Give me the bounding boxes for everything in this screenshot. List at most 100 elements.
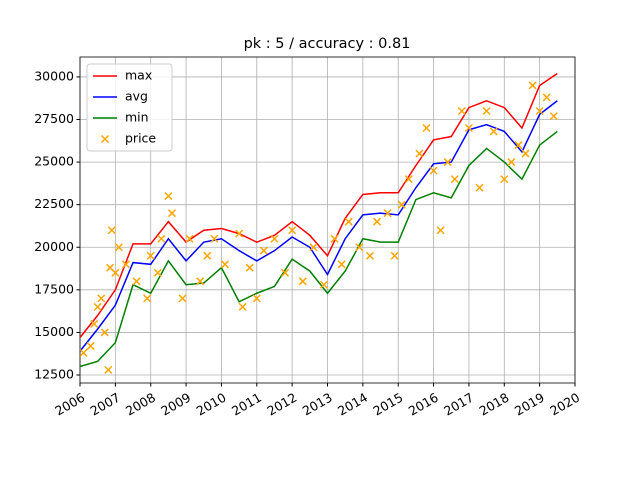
scatter-marker — [167, 209, 176, 218]
series-line — [79, 72, 558, 338]
y-tick-label: 25000 — [34, 154, 74, 169]
scatter-marker — [535, 106, 544, 116]
legend-label: price — [125, 131, 156, 146]
scatter-marker — [372, 217, 382, 226]
scatter-marker — [489, 127, 498, 136]
scatter-marker — [422, 123, 431, 133]
scatter-marker — [86, 342, 95, 351]
scatter-marker — [111, 268, 120, 277]
scatter-marker — [507, 158, 516, 167]
x-tick-label: 2019 — [512, 390, 547, 419]
scatter-marker — [107, 226, 116, 235]
scatter-marker — [178, 294, 187, 303]
scatter-marker — [79, 348, 88, 357]
scatter-marker — [245, 263, 254, 272]
scatter-marker — [443, 158, 452, 167]
scatter-marker — [482, 106, 491, 116]
x-tick-label: 2013 — [300, 390, 335, 419]
x-tick-label: 2016 — [406, 390, 441, 419]
x-tick-label: 2007 — [88, 390, 123, 419]
scatter-marker — [164, 192, 173, 201]
scatter-marker — [100, 328, 109, 337]
scatter-marker — [93, 302, 102, 311]
series-line — [79, 100, 558, 352]
x-tick-label: 2010 — [194, 390, 229, 419]
scatter-marker — [309, 243, 318, 252]
legend: max avg min price — [86, 63, 173, 152]
scatter-marker — [210, 234, 219, 243]
scatter-marker — [500, 175, 509, 184]
y-tick-label: 22500 — [34, 196, 74, 211]
scatter-marker — [457, 106, 466, 116]
scatter-marker — [238, 302, 247, 311]
scatter-marker — [185, 234, 194, 243]
scatter-marker — [365, 251, 374, 260]
scatter-marker — [344, 217, 353, 226]
x-tick-label: 2017 — [441, 390, 476, 419]
scatter-marker — [383, 209, 392, 218]
scatter-marker — [549, 112, 558, 121]
scatter-marker — [404, 175, 413, 184]
y-tick-label: 15000 — [34, 324, 74, 339]
series-line — [79, 130, 558, 368]
legend-marker — [100, 134, 110, 144]
scatter-marker — [143, 294, 152, 303]
scatter-marker — [259, 246, 268, 255]
scatter-marker — [330, 234, 339, 243]
plot-frame — [79, 56, 576, 384]
scatter-marker — [270, 234, 279, 243]
scatter-marker — [415, 149, 424, 158]
scatter-marker — [355, 243, 364, 252]
scatter-marker — [220, 260, 229, 269]
scatter-marker — [157, 234, 166, 243]
scatter-marker — [281, 268, 290, 277]
x-tick-label: 2008 — [123, 390, 158, 419]
x-tick-label: 2011 — [229, 390, 264, 419]
y-tick-label: 17500 — [34, 281, 74, 296]
scatter-marker — [235, 229, 244, 238]
legend-label: min — [125, 110, 149, 125]
y-tick-label: 20000 — [34, 239, 74, 254]
legend-label: max — [125, 68, 152, 83]
chart-title: pk : 5 / accuracy : 0.81 — [244, 36, 411, 52]
scatter-marker — [146, 251, 155, 260]
scatter-marker — [298, 277, 307, 286]
scatter-marker — [450, 175, 459, 184]
y-tick-label: 30000 — [34, 68, 74, 83]
scatter-marker — [288, 226, 297, 235]
scatter-marker — [104, 365, 113, 374]
x-tick-label: 2009 — [158, 390, 193, 419]
x-tick-label: 2015 — [370, 390, 405, 419]
scatter-marker — [436, 226, 445, 235]
legend-label: avg — [125, 89, 148, 104]
scatter-marker — [319, 280, 328, 289]
x-tick-label: 2020 — [547, 390, 582, 419]
scatter-marker — [97, 294, 106, 303]
y-tick-label: 27500 — [34, 111, 74, 126]
scatter-marker — [90, 319, 99, 328]
scatter-marker — [114, 243, 123, 252]
scatter-marker — [514, 141, 523, 150]
scatter-marker — [542, 93, 551, 102]
scatter-marker — [429, 166, 438, 175]
scatter-marker — [203, 251, 212, 260]
scatter-marker — [196, 277, 205, 286]
x-tick-label: 2018 — [476, 390, 511, 419]
scatter-marker — [390, 251, 399, 260]
scatter-marker — [528, 81, 537, 90]
scatter-marker — [153, 268, 162, 277]
legend-box — [86, 63, 173, 152]
x-tick-label: 2012 — [264, 390, 299, 419]
y-tick-label: 12500 — [34, 366, 74, 381]
scatter-marker — [475, 183, 484, 192]
x-tick-label: 2006 — [52, 390, 87, 419]
scatter-marker — [121, 260, 130, 269]
scatter-marker — [464, 123, 473, 133]
x-tick-label: 2014 — [335, 390, 370, 419]
scatter-marker — [337, 260, 346, 269]
scatter-marker — [521, 149, 530, 158]
scatter-marker — [252, 294, 261, 303]
scatter-marker — [397, 200, 406, 209]
scatter-marker — [132, 277, 141, 286]
